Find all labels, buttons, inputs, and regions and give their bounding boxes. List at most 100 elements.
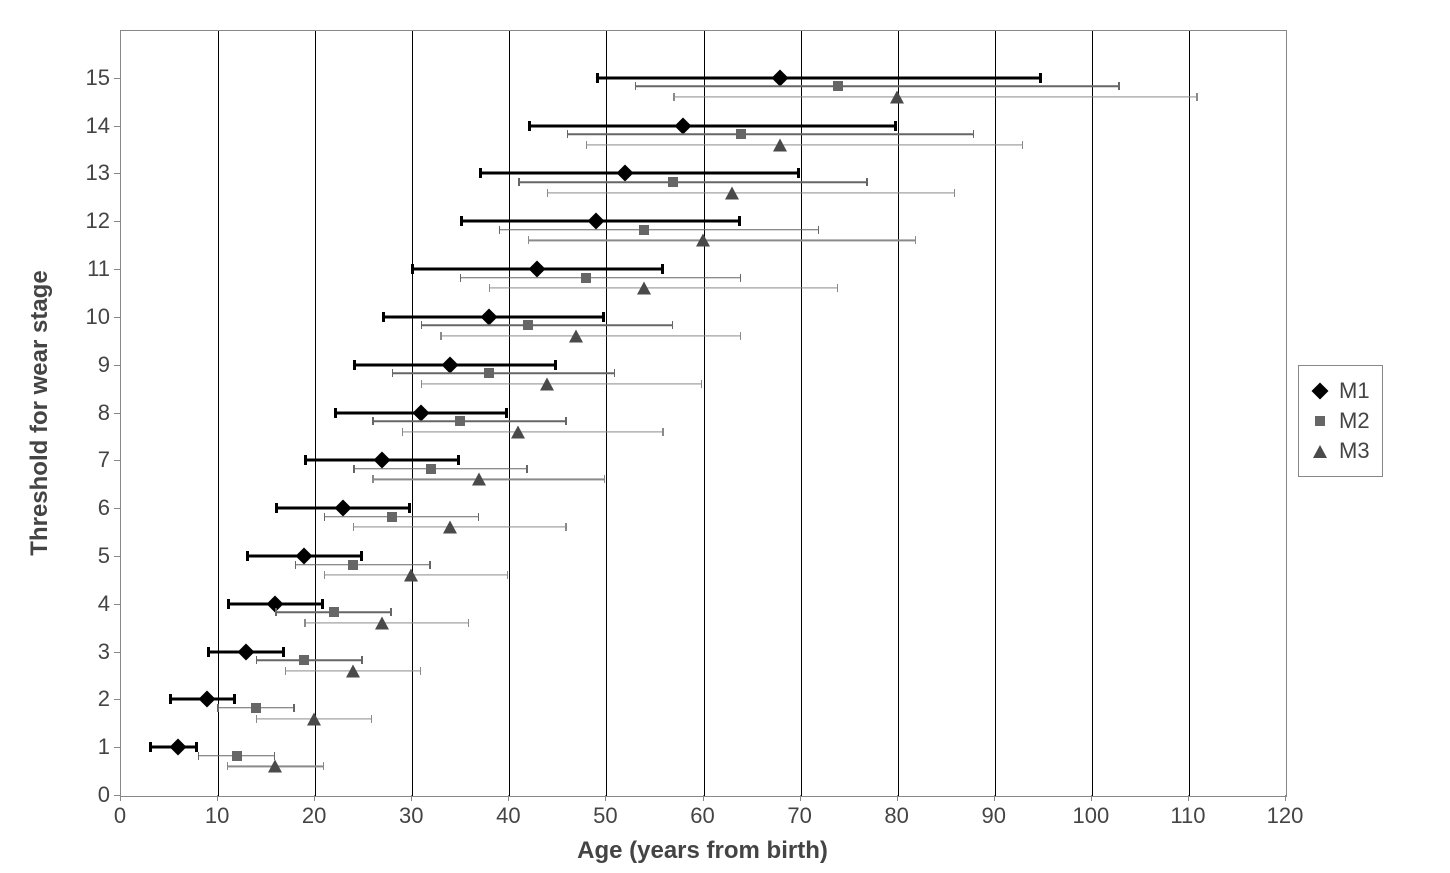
m2-marker (639, 225, 649, 235)
m2-marker (668, 177, 678, 187)
y-tick (114, 747, 120, 748)
y-tick-label: 5 (98, 543, 110, 569)
m1-marker (337, 502, 349, 514)
m3-legend-marker-icon (1311, 442, 1329, 460)
gridline-v (1092, 31, 1093, 796)
y-tick (114, 126, 120, 127)
y-tick-label: 6 (98, 495, 110, 521)
y-tick-label: 1 (98, 734, 110, 760)
y-tick-label: 2 (98, 686, 110, 712)
x-tick (1188, 795, 1189, 801)
x-tick-label: 30 (399, 803, 423, 829)
m2-marker (348, 560, 358, 570)
legend: M1 M2 M3 (1298, 365, 1383, 477)
x-tick (994, 795, 995, 801)
m1-marker (201, 693, 213, 705)
y-tick-label: 12 (86, 208, 110, 234)
m2-marker (484, 368, 494, 378)
m1-legend-marker-icon (1311, 382, 1329, 400)
m1-marker (172, 741, 184, 753)
x-tick (605, 795, 606, 801)
m1-marker (774, 72, 786, 84)
x-tick (1285, 795, 1286, 801)
m1-marker (531, 263, 543, 275)
m2-marker (387, 512, 397, 522)
legend-entry-m1: M1 (1311, 378, 1370, 404)
x-tick-label: 20 (302, 803, 326, 829)
y-tick (114, 508, 120, 509)
y-tick-label: 10 (86, 304, 110, 330)
m2-marker (736, 129, 746, 139)
m3-marker (696, 234, 710, 247)
y-tick-label: 13 (86, 160, 110, 186)
m2-marker (329, 607, 339, 617)
x-tick (217, 795, 218, 801)
x-tick-label: 50 (593, 803, 617, 829)
m3-marker (268, 760, 282, 773)
m3-marker (637, 282, 651, 295)
y-tick-label: 7 (98, 447, 110, 473)
legend-label: M1 (1339, 378, 1370, 404)
m1-marker (483, 311, 495, 323)
gridline-v (218, 31, 219, 796)
x-tick-label: 100 (1072, 803, 1109, 829)
m1-marker (415, 407, 427, 419)
gridline-v (606, 31, 607, 796)
x-axis-title: Age (years from birth) (577, 837, 828, 865)
gridline-v (1189, 31, 1190, 796)
y-tick-label: 14 (86, 113, 110, 139)
x-tick (508, 795, 509, 801)
x-tick (411, 795, 412, 801)
m3-marker (890, 90, 904, 103)
x-tick-label: 110 (1170, 803, 1205, 829)
m3-marker (404, 569, 418, 582)
x-tick (314, 795, 315, 801)
m3-marker (511, 425, 525, 438)
m2-marker (455, 416, 465, 426)
m1-marker (444, 359, 456, 371)
x-tick (120, 795, 121, 801)
x-tick-label: 70 (787, 803, 811, 829)
m1-marker (240, 646, 252, 658)
y-tick (114, 556, 120, 557)
m2-marker (581, 273, 591, 283)
gridline-v (801, 31, 802, 796)
legend-entry-m2: M2 (1311, 408, 1370, 434)
x-tick (800, 795, 801, 801)
x-tick (1091, 795, 1092, 801)
m1-marker (619, 167, 631, 179)
y-tick (114, 317, 120, 318)
gridline-v (898, 31, 899, 796)
m3-marker (443, 521, 457, 534)
m3-marker (773, 138, 787, 151)
x-tick (703, 795, 704, 801)
y-tick-label: 4 (98, 591, 110, 617)
y-tick (114, 78, 120, 79)
x-tick-label: 80 (884, 803, 908, 829)
m2-marker (426, 464, 436, 474)
m1-marker (298, 550, 310, 562)
m2-marker (523, 320, 533, 330)
y-tick-label: 3 (98, 639, 110, 665)
y-tick (114, 699, 120, 700)
legend-label: M2 (1339, 408, 1370, 434)
y-tick-label: 11 (87, 256, 110, 282)
gridline-v (509, 31, 510, 796)
y-axis-title: Threshold for wear stage (26, 270, 54, 555)
y-tick-label: 0 (98, 782, 110, 808)
chart-container: Age (years from birth) Threshold for wea… (0, 0, 1450, 873)
y-tick-label: 8 (98, 400, 110, 426)
x-tick-label: 40 (496, 803, 520, 829)
m3-marker (472, 473, 486, 486)
x-tick-label: 0 (114, 803, 126, 829)
y-tick (114, 413, 120, 414)
gridline-v (995, 31, 996, 796)
m3-marker (725, 186, 739, 199)
legend-entry-m3: M3 (1311, 438, 1370, 464)
m3-marker (569, 330, 583, 343)
m1-marker (590, 215, 602, 227)
y-tick-label: 15 (86, 65, 110, 91)
m3-marker (346, 664, 360, 677)
y-tick (114, 365, 120, 366)
m1-marker (677, 120, 689, 132)
